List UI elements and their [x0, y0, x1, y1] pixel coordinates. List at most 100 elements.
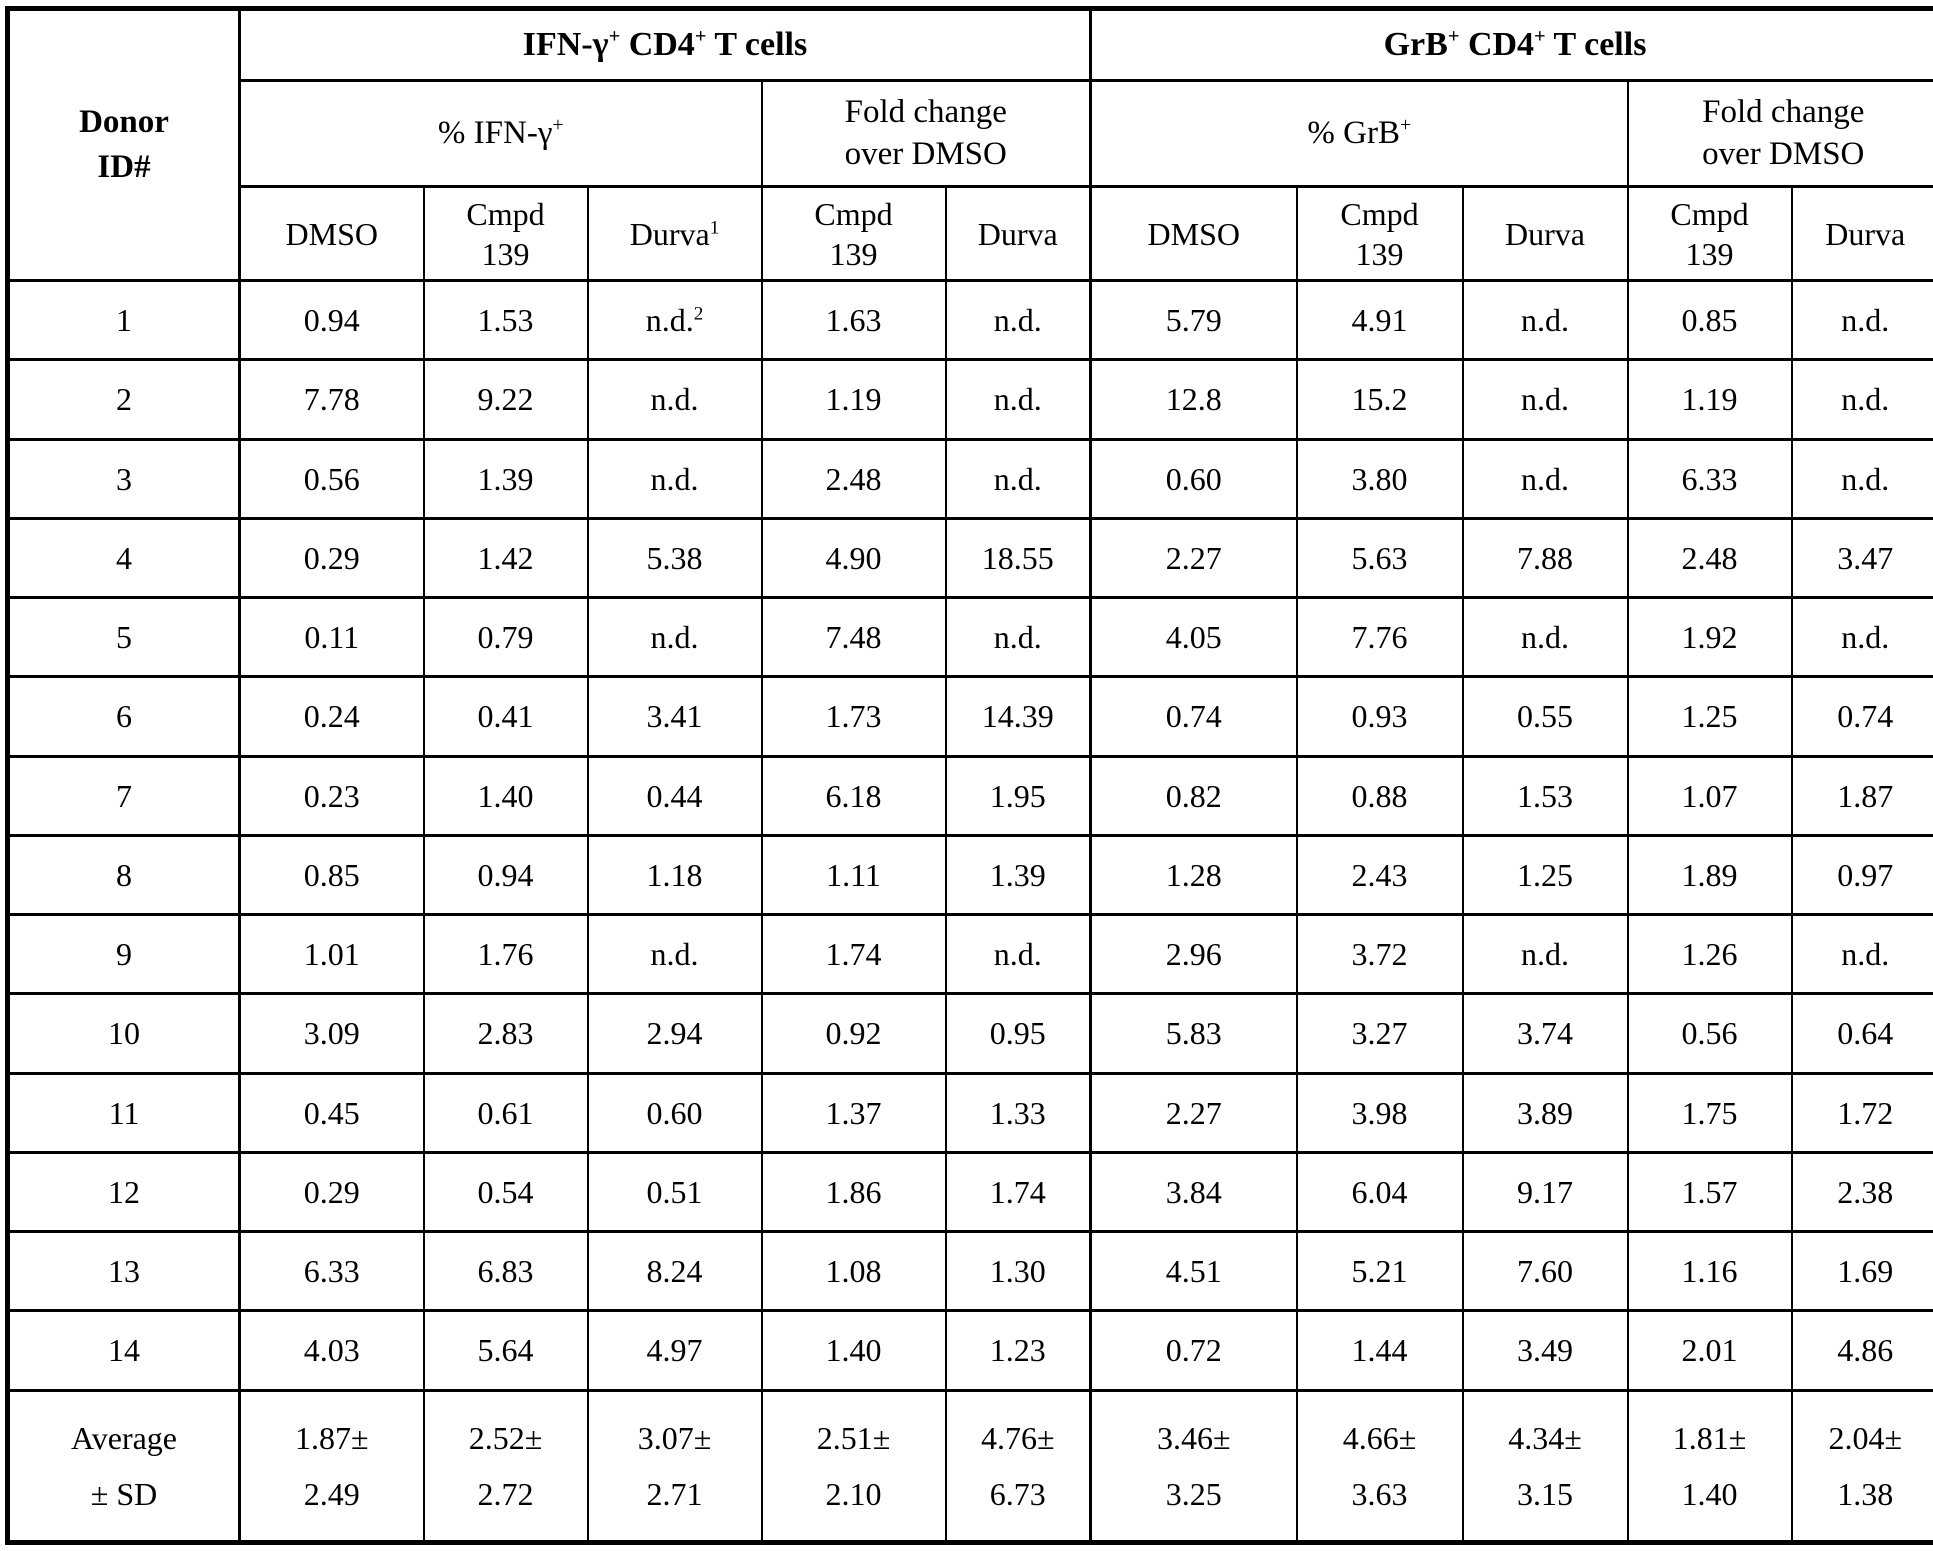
column-header-row: DMSO Cmpd 139 Durva1 Cmpd 139 Durva DMSO C… — [8, 185, 1933, 282]
value-cell: 2.38 — [1790, 1150, 1933, 1234]
value-cell: 2.48 — [1626, 516, 1793, 600]
value-cell: n.d. — [1461, 278, 1629, 362]
value-cell: 2.51± 2.10 — [760, 1388, 947, 1544]
donor-id-cell: 6 — [6, 675, 241, 758]
value-cell: n.d. — [944, 278, 1092, 362]
value-cell: n.d. — [586, 437, 763, 520]
table-row: 14 4.03 5.64 4.97 1.40 1.23 0.72 1.44 3.… — [6, 1309, 1933, 1392]
table-row: 12 0.29 0.54 0.51 1.86 1.74 3.84 6.04 9.… — [6, 1150, 1933, 1234]
table-header: Donor ID# IFN-γ+ CD4+ T cells GrB+ CD4+ T… — [6, 7, 1933, 282]
donor-id-header: Donor ID# — [6, 7, 241, 282]
value-cell: n.d. — [1790, 437, 1933, 520]
value-cell: 0.82 — [1089, 754, 1298, 837]
value-cell: 5.63 — [1295, 516, 1464, 600]
value-cell: 2.52± 2.72 — [422, 1388, 589, 1544]
value-cell: n.d. — [944, 437, 1092, 520]
value-cell: 1.40 — [760, 1309, 947, 1392]
value-cell: 1.16 — [1626, 1229, 1793, 1313]
value-cell: 1.74 — [760, 912, 947, 996]
col-header-dmso-grb: DMSO — [1089, 185, 1298, 282]
value-cell: 1.33 — [944, 1071, 1092, 1154]
value-cell: 2.94 — [586, 992, 763, 1075]
table-row: 4 0.29 1.42 5.38 4.90 18.55 2.27 5.63 7.… — [6, 516, 1933, 600]
value-cell: 0.23 — [238, 754, 425, 837]
value-cell: 4.03 — [238, 1309, 425, 1392]
value-cell: 1.25 — [1626, 675, 1793, 758]
value-cell: 1.42 — [422, 516, 589, 600]
value-cell: 1.53 — [1461, 754, 1629, 837]
value-cell: 2.43 — [1295, 833, 1464, 917]
fold-change-ifn-header: Fold change over DMSO — [760, 79, 1092, 188]
value-cell: 0.29 — [238, 516, 425, 600]
value-cell: 1.73 — [760, 675, 947, 758]
value-cell: 1.26 — [1626, 912, 1793, 996]
summary-row: Average ± SD 1.87± 2.49 2.52± 2.72 3.07± 2.7… — [6, 1388, 1933, 1544]
value-cell: 7.88 — [1461, 516, 1629, 600]
col-header-cmpd139-ifn: Cmpd 139 — [422, 185, 589, 282]
value-cell: n.d. — [1790, 595, 1933, 679]
value-cell: n.d.2 — [586, 278, 763, 362]
value-cell: 9.22 — [422, 358, 589, 441]
value-cell: 1.92 — [1626, 595, 1793, 679]
col-header-cmpd139-fc-grb: Cmpd 139 — [1626, 185, 1793, 282]
donor-id-cell: 1 — [6, 278, 241, 362]
value-cell: 1.69 — [1790, 1229, 1933, 1313]
value-cell: 2.83 — [422, 992, 589, 1075]
value-cell: 3.27 — [1295, 992, 1464, 1075]
value-cell: 6.18 — [760, 754, 947, 837]
value-cell: 6.33 — [1626, 437, 1793, 520]
value-cell: 1.25 — [1461, 833, 1629, 917]
value-cell: n.d. — [944, 595, 1092, 679]
value-cell: 1.75 — [1626, 1071, 1793, 1154]
value-cell: 1.30 — [944, 1229, 1092, 1313]
pct-grb-header: % GrB+ — [1089, 79, 1629, 188]
pct-ifn-header: % IFN-γ+ — [238, 79, 763, 188]
value-cell: 1.11 — [760, 833, 947, 917]
value-cell: 3.47 — [1790, 516, 1933, 600]
value-cell: 0.85 — [1626, 278, 1793, 362]
value-cell: 4.91 — [1295, 278, 1464, 362]
donor-id-cell: 13 — [6, 1229, 241, 1313]
value-cell: 6.33 — [238, 1229, 425, 1313]
value-cell: 7.48 — [760, 595, 947, 679]
value-cell: 7.76 — [1295, 595, 1464, 679]
value-cell: 3.74 — [1461, 992, 1629, 1075]
donor-id-cell: 5 — [6, 595, 241, 679]
value-cell: 0.94 — [422, 833, 589, 917]
value-cell: 5.83 — [1089, 992, 1298, 1075]
table-row: 7 0.23 1.40 0.44 6.18 1.95 0.82 0.88 1.5… — [6, 754, 1933, 837]
value-cell: 2.01 — [1626, 1309, 1793, 1392]
value-cell: 3.49 — [1461, 1309, 1629, 1392]
value-cell: n.d. — [1461, 358, 1629, 441]
value-cell: 4.76± 6.73 — [944, 1388, 1092, 1544]
value-cell: n.d. — [1461, 595, 1629, 679]
col-header-durva-ifn: Durva1 — [586, 185, 763, 282]
col-header-durva-grb: Durva — [1461, 185, 1629, 282]
value-cell: 18.55 — [944, 516, 1092, 600]
value-cell: 1.76 — [422, 912, 589, 996]
value-cell: 0.60 — [1089, 437, 1298, 520]
table-row: 2 7.78 9.22 n.d. 1.19 n.d. 12.8 15.2 n.d… — [6, 358, 1933, 441]
value-cell: 3.07± 2.71 — [586, 1388, 763, 1544]
value-cell: 2.48 — [760, 437, 947, 520]
value-cell: 0.61 — [422, 1071, 589, 1154]
value-cell: 1.95 — [944, 754, 1092, 837]
value-cell: 1.40 — [422, 754, 589, 837]
value-cell: n.d. — [586, 358, 763, 441]
value-cell: 2.04± 1.38 — [1790, 1388, 1933, 1544]
col-header-dmso-ifn: DMSO — [238, 185, 425, 282]
donor-id-cell: 7 — [6, 754, 241, 837]
value-cell: 0.92 — [760, 992, 947, 1075]
value-cell: 6.04 — [1295, 1150, 1464, 1234]
value-cell: 12.8 — [1089, 358, 1298, 441]
value-cell: 6.83 — [422, 1229, 589, 1313]
value-cell: 4.34± 3.15 — [1461, 1388, 1629, 1544]
value-cell: 0.41 — [422, 675, 589, 758]
col-header-cmpd139-fc-ifn: Cmpd 139 — [760, 185, 947, 282]
col-header-durva-fc-ifn: Durva — [944, 185, 1092, 282]
table-row: 3 0.56 1.39 n.d. 2.48 n.d. 0.60 3.80 n.d… — [6, 437, 1933, 520]
value-cell: n.d. — [1790, 358, 1933, 441]
value-cell: 1.19 — [1626, 358, 1793, 441]
value-cell: 4.05 — [1089, 595, 1298, 679]
table-row: 13 6.33 6.83 8.24 1.08 1.30 4.51 5.21 7.… — [6, 1229, 1933, 1313]
